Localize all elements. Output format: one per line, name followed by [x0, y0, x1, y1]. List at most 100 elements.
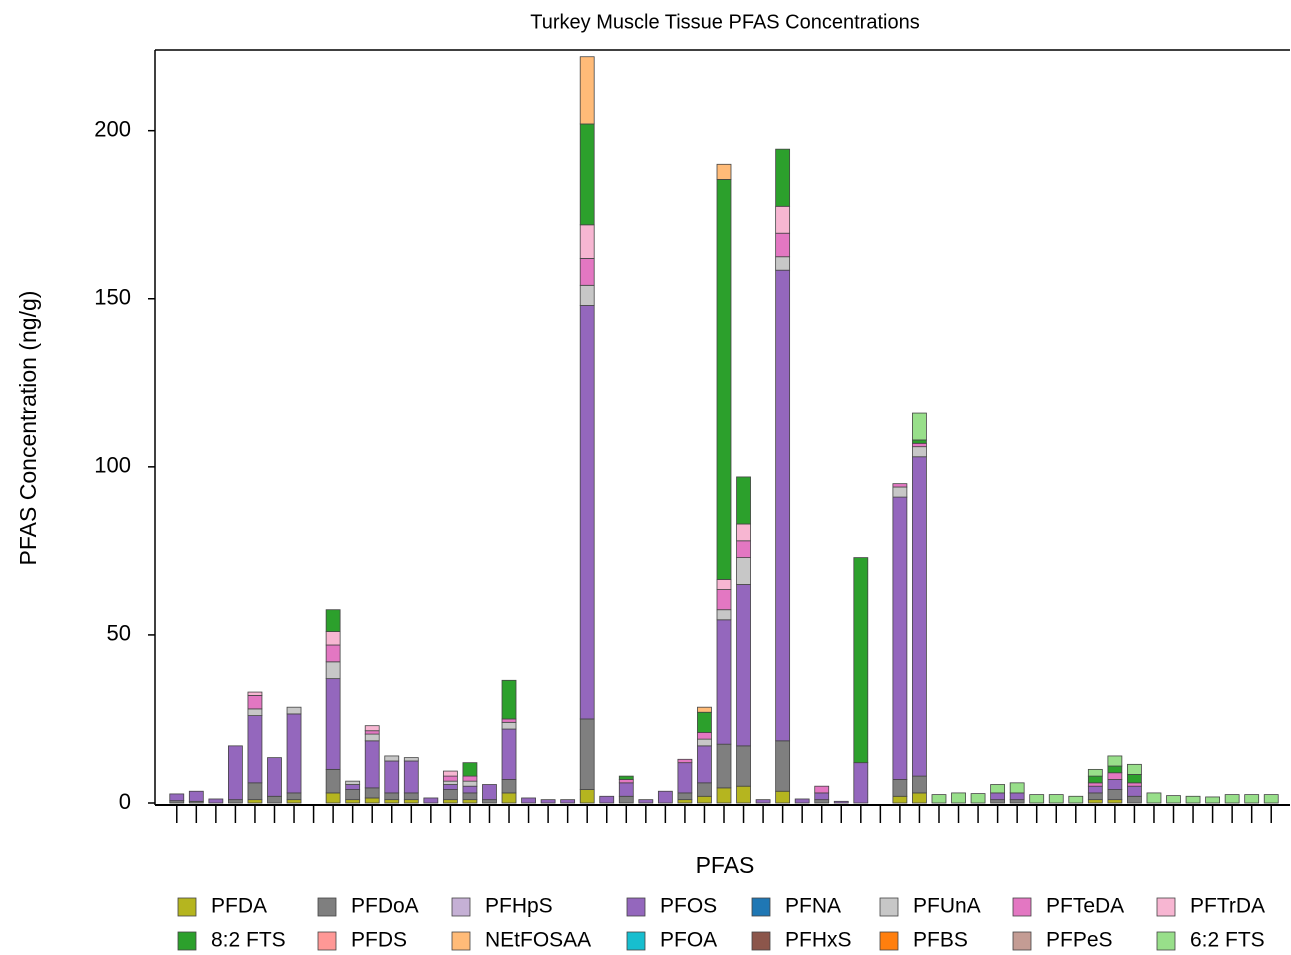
bar-segment [364, 733, 380, 742]
bar-segment [442, 775, 458, 782]
bar-segment [657, 790, 673, 804]
bar-segment [325, 661, 341, 680]
bar-segment [384, 755, 400, 762]
bar-segment [345, 780, 361, 785]
bar-segment [267, 757, 282, 797]
legend-label: PFPeS [1046, 929, 1113, 952]
bar-segment [912, 792, 927, 804]
bar-segment [1127, 774, 1142, 784]
bar-segment [853, 557, 869, 764]
bar-segment [716, 787, 732, 804]
bar-segment [912, 456, 927, 777]
legend-swatch [177, 897, 197, 917]
bar-segment [1087, 799, 1103, 804]
bar-segment [579, 258, 595, 286]
bar-segment [833, 800, 849, 804]
bar-segment [247, 715, 263, 784]
bar-segment [286, 706, 302, 715]
bar-segment [442, 789, 458, 801]
bar-segment [442, 799, 458, 804]
bar-segment [1127, 782, 1142, 787]
legend-swatch [879, 897, 899, 917]
bar-segment [970, 793, 986, 804]
bar-segment [892, 779, 908, 797]
bar-segment [912, 446, 927, 458]
bar-segment [228, 799, 243, 804]
bar-segment [247, 695, 263, 710]
bar-segment [990, 784, 1006, 794]
bar-segment [736, 584, 751, 747]
bar-segment [501, 721, 517, 730]
bar-segment [1205, 796, 1220, 804]
bar-segment [638, 799, 654, 804]
bar-segment [1029, 794, 1045, 804]
legend-swatch [1156, 931, 1176, 951]
bar-segment [442, 784, 458, 790]
bar-segment [247, 782, 263, 801]
legend-label: PFTrDA [1190, 895, 1265, 918]
bar-segment [403, 760, 419, 794]
legend-swatch [317, 897, 337, 917]
bar-segment [912, 442, 927, 448]
bar-segment [677, 792, 693, 801]
bar-segment [697, 711, 712, 733]
bar-segment [697, 738, 712, 747]
bar-segment [892, 496, 908, 780]
legend-swatch [879, 931, 899, 951]
bar-segment [736, 523, 751, 542]
legend-swatch [177, 931, 197, 951]
bar-segment [853, 762, 869, 804]
bar-segment [1087, 785, 1103, 794]
bar-segment [775, 256, 791, 271]
bar-segment [560, 799, 576, 804]
legend-label: PFOA [660, 929, 717, 952]
bar-segment [716, 619, 732, 745]
bar-segment [286, 799, 302, 804]
bar-segment [1127, 795, 1142, 804]
bar-segment [540, 799, 556, 804]
bar-segment [579, 284, 595, 306]
bar-segment [990, 799, 1006, 804]
legend-swatch [626, 931, 646, 951]
legend-swatch [451, 897, 471, 917]
bar-segment [912, 412, 927, 441]
bar-segment [677, 762, 693, 794]
legend-label: 8:2 FTS [211, 929, 286, 952]
bar-segment [442, 770, 458, 777]
bar-segment [364, 730, 380, 735]
bar-segment [1107, 799, 1123, 804]
bar-segment [814, 785, 830, 794]
bar-segment [1087, 792, 1103, 801]
bar-segment [775, 205, 791, 234]
bar-segment [618, 782, 634, 797]
bar-segment [599, 795, 615, 804]
bar-segment [345, 789, 361, 801]
bar-segment [1107, 755, 1123, 767]
bar-segment [501, 779, 517, 794]
bar-segment [403, 792, 419, 801]
bar-segment [716, 743, 732, 789]
bar-segment [677, 758, 693, 764]
bar-segment [1009, 792, 1025, 801]
bar-segment [403, 799, 419, 804]
legend-label: NEtFOSAA [485, 929, 591, 952]
legend-label: PFUnA [913, 895, 981, 918]
bar-segment [462, 775, 478, 782]
bar-segment [618, 795, 634, 804]
bar-segment [775, 740, 791, 792]
y-axis-label: PFAS Concentration (ng/g) [15, 291, 41, 566]
bar-segment [579, 718, 595, 790]
legend-label: PFNA [785, 895, 841, 918]
bar-segment [384, 792, 400, 801]
bar-segment [247, 799, 263, 804]
bar-segment [736, 476, 751, 525]
bar-segment [364, 787, 380, 799]
bar-segment [892, 486, 908, 498]
bar-segment [697, 745, 712, 784]
bar-segment [462, 792, 478, 801]
bar-segment [1146, 792, 1162, 804]
bar-segment [325, 768, 341, 794]
bar-segment [618, 775, 634, 780]
legend-label: PFDA [211, 895, 267, 918]
legend-label: PFHpS [485, 895, 553, 918]
